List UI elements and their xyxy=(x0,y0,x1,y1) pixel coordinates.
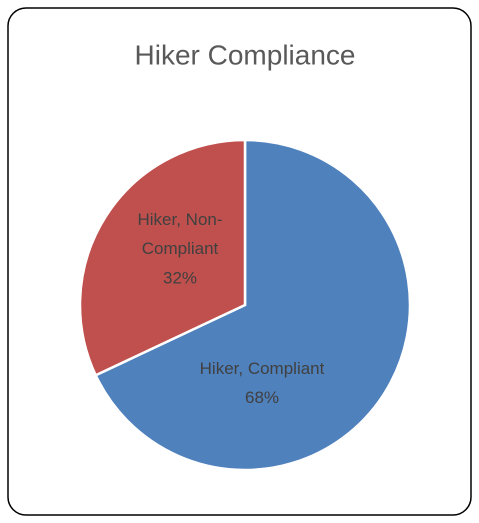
slice-value-label: 68% xyxy=(245,388,279,407)
slice-label: Hiker, Non-Compliant xyxy=(137,210,222,258)
pie-slice xyxy=(78,138,247,377)
pie-slice xyxy=(94,138,412,472)
slice-label: Hiker, Compliant xyxy=(200,359,325,378)
chart-title: Hiker Compliance xyxy=(135,39,356,70)
slice-value-label: 32% xyxy=(163,268,197,287)
